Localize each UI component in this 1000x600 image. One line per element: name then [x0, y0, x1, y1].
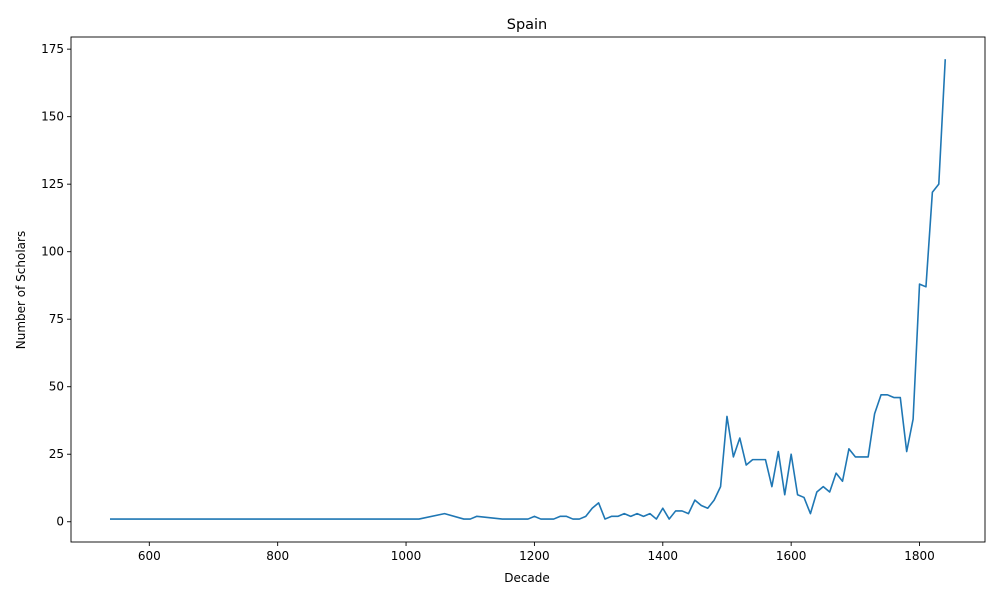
x-axis-label: Decade — [504, 571, 550, 585]
y-tick-label: 175 — [41, 42, 64, 56]
x-tick-label: 600 — [138, 549, 161, 563]
series-line-0 — [109, 59, 947, 520]
y-tick-label: 75 — [49, 312, 64, 326]
chart-title: Spain — [507, 17, 548, 33]
y-axis-label: Number of Scholars — [14, 231, 28, 349]
axes-frame — [70, 36, 986, 543]
y-tick-label: 25 — [49, 447, 64, 461]
y-tick-label: 0 — [56, 515, 64, 529]
x-tick-label: 800 — [266, 549, 289, 563]
y-tick-label: 150 — [41, 110, 64, 124]
y-tick-label: 100 — [41, 245, 64, 259]
y-tick-label: 50 — [49, 380, 64, 394]
x-tick-label: 1200 — [519, 549, 550, 563]
x-tick-label: 1800 — [904, 549, 935, 563]
plot-area: 600 800 1000 1200 1400 1600 1800 0 25 50 75 100 125 1… — [41, 36, 986, 563]
x-tick-label: 1400 — [648, 549, 679, 563]
x-tick-label: 1000 — [391, 549, 422, 563]
y-tick-label: 125 — [41, 177, 64, 191]
x-tick-label: 1600 — [776, 549, 807, 563]
